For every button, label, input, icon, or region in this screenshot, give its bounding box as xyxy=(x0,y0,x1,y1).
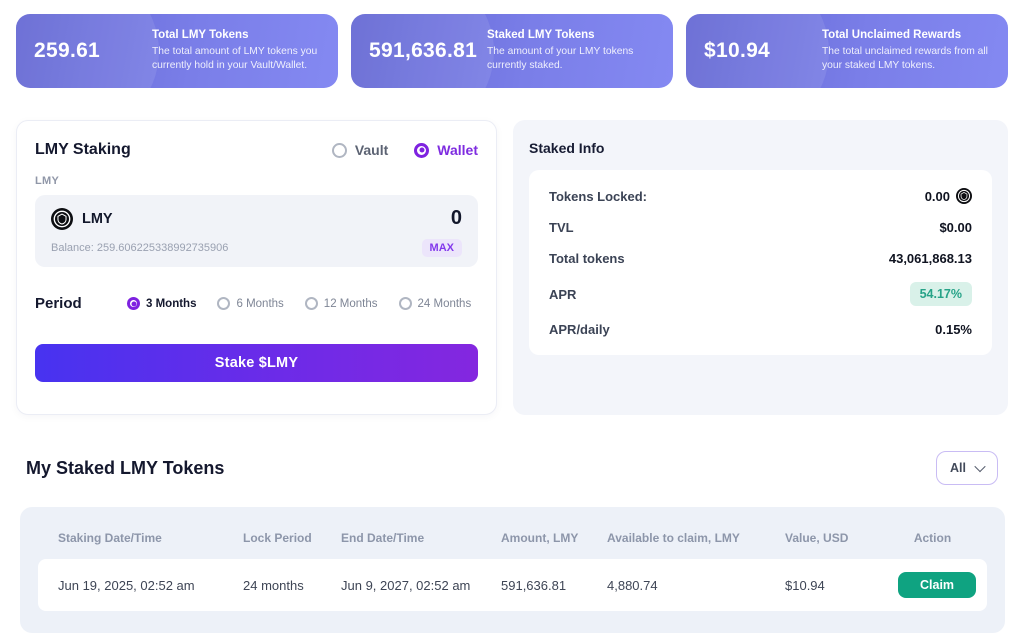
column-header-action: Action xyxy=(913,531,952,545)
cell-available: 4,880.74 xyxy=(607,577,658,593)
stat-value: $10.94 xyxy=(704,39,771,62)
info-row-tokens-locked: Tokens Locked: 0.00 xyxy=(549,180,972,212)
period-option-label: 24 Months xyxy=(417,297,472,310)
info-label: APR xyxy=(549,286,577,302)
staked-info-card: Tokens Locked: 0.00 TVL $0.00 xyxy=(529,170,992,355)
staked-info-title: Staked Info xyxy=(529,140,605,156)
token-label: LMY xyxy=(35,175,60,187)
period-row: Period 3 Months 6 Months 12 Months xyxy=(35,295,478,312)
info-value: 0.00 xyxy=(924,188,950,204)
filter-dropdown[interactable]: All xyxy=(936,451,998,485)
period-option-3-months[interactable]: 3 Months xyxy=(127,297,196,310)
info-label: TVL xyxy=(549,220,574,235)
cell-staking-date: Jun 19, 2025, 02:52 am xyxy=(58,577,195,593)
info-label: Tokens Locked: xyxy=(549,188,648,204)
radio-icon[interactable] xyxy=(304,297,318,310)
period-option-24-months[interactable]: 24 Months xyxy=(398,297,472,310)
column-header-available: Available to claim, LMY xyxy=(607,531,740,545)
stat-value: 591,636.81 xyxy=(369,39,478,62)
info-value: $0.00 xyxy=(939,220,972,235)
info-label: APR/daily xyxy=(549,322,610,337)
period-option-label: 12 Months xyxy=(323,297,378,310)
cell-end-date: Jun 9, 2027, 02:52 am xyxy=(341,577,471,593)
radio-icon[interactable] xyxy=(217,297,231,310)
cell-amount: 591,636.81 xyxy=(501,577,567,593)
info-label: Total tokens xyxy=(549,251,625,266)
stake-lmy-button[interactable]: Stake $LMY xyxy=(35,344,478,382)
lmy-token-icon xyxy=(956,188,972,204)
column-header-amount: Amount, LMY xyxy=(501,531,579,545)
radio-option-vault[interactable]: Vault xyxy=(331,142,389,158)
radio-label: Vault xyxy=(354,142,389,158)
staked-tokens-table: Staking Date/Time Lock Period End Date/T… xyxy=(20,507,1005,633)
token-symbol: LMY xyxy=(82,210,113,227)
stat-value: 259.61 xyxy=(34,39,101,62)
period-option-12-months[interactable]: 12 Months xyxy=(304,297,378,310)
info-value: 0.15% xyxy=(935,322,972,337)
column-header-value-usd: Value, USD xyxy=(785,531,849,545)
chevron-down-icon xyxy=(974,460,986,473)
stat-card-total-lmy-tokens: 259.61 Total LMY Tokens The total amount… xyxy=(16,14,338,88)
radio-checked-icon[interactable] xyxy=(414,142,430,158)
period-option-6-months[interactable]: 6 Months xyxy=(217,297,284,310)
max-button[interactable]: MAX xyxy=(421,239,462,257)
source-radio-group: Vault Wallet xyxy=(331,142,478,158)
stat-description: The total amount of LMY tokens you curre… xyxy=(152,46,318,71)
stat-title: Staked LMY Tokens xyxy=(487,29,595,42)
info-row-tvl: TVL $0.00 xyxy=(549,212,972,243)
table-title-row: My Staked LMY Tokens All xyxy=(16,451,1008,485)
cell-value-usd: $10.94 xyxy=(785,577,825,593)
stake-amount-input[interactable]: 0 xyxy=(450,207,462,229)
table-header-row: Staking Date/Time Lock Period End Date/T… xyxy=(38,519,987,559)
radio-icon[interactable] xyxy=(398,297,412,310)
period-option-label: 6 Months xyxy=(236,297,284,310)
info-row-apr-daily: APR/daily 0.15% xyxy=(549,314,972,345)
claim-button[interactable]: Claim xyxy=(898,572,977,598)
column-header-end-date: End Date/Time xyxy=(341,531,425,545)
column-header-staking-date: Staking Date/Time xyxy=(58,531,162,545)
apr-badge: 54.17% xyxy=(909,282,972,306)
period-option-label: 3 Months xyxy=(146,297,197,310)
table-row: Jun 19, 2025, 02:52 am 24 months Jun 9, … xyxy=(38,559,987,611)
period-radio-group: 3 Months 6 Months 12 Months 24 Months xyxy=(127,297,471,310)
radio-icon[interactable] xyxy=(331,142,347,158)
lmy-staking-card: LMY Staking Vault Wallet LMY xyxy=(16,120,497,415)
balance-text: Balance: 259.606225338992735906 xyxy=(51,242,229,254)
my-staked-tokens-title: My Staked LMY Tokens xyxy=(26,457,225,478)
period-label: Period xyxy=(35,295,82,312)
stat-description: The amount of your LMY tokens currently … xyxy=(487,46,634,71)
stat-title: Total Unclaimed Rewards xyxy=(822,29,962,42)
stat-card-staked-lmy-tokens: 591,636.81 Staked LMY Tokens The amount … xyxy=(351,14,673,88)
stat-title: Total LMY Tokens xyxy=(152,29,249,42)
info-row-total-tokens: Total tokens 43,061,868.13 xyxy=(549,243,972,274)
stat-card-total-unclaimed-rewards: $10.94 Total Unclaimed Rewards The total… xyxy=(686,14,1008,88)
filter-selected-value: All xyxy=(950,461,966,475)
info-value: 43,061,868.13 xyxy=(888,251,972,266)
stat-description: The total unclaimed rewards from all you… xyxy=(822,46,988,71)
radio-option-wallet[interactable]: Wallet xyxy=(414,142,478,158)
stake-amount-box: LMY 0 Balance: 259.606225338992735906 MA… xyxy=(35,195,478,267)
middle-row: LMY Staking Vault Wallet LMY xyxy=(16,120,1008,415)
radio-label: Wallet xyxy=(437,142,478,158)
stats-row: 259.61 Total LMY Tokens The total amount… xyxy=(16,14,1008,88)
staking-card-title: LMY Staking xyxy=(35,141,131,158)
lmy-token-icon xyxy=(51,207,73,230)
radio-checked-icon[interactable] xyxy=(127,297,140,310)
column-header-lock-period: Lock Period xyxy=(243,531,312,545)
staked-info-panel: Staked Info Tokens Locked: 0.00 TVL xyxy=(513,120,1008,415)
cell-lock-period: 24 months xyxy=(243,577,304,593)
info-row-apr: APR 54.17% xyxy=(549,274,972,314)
